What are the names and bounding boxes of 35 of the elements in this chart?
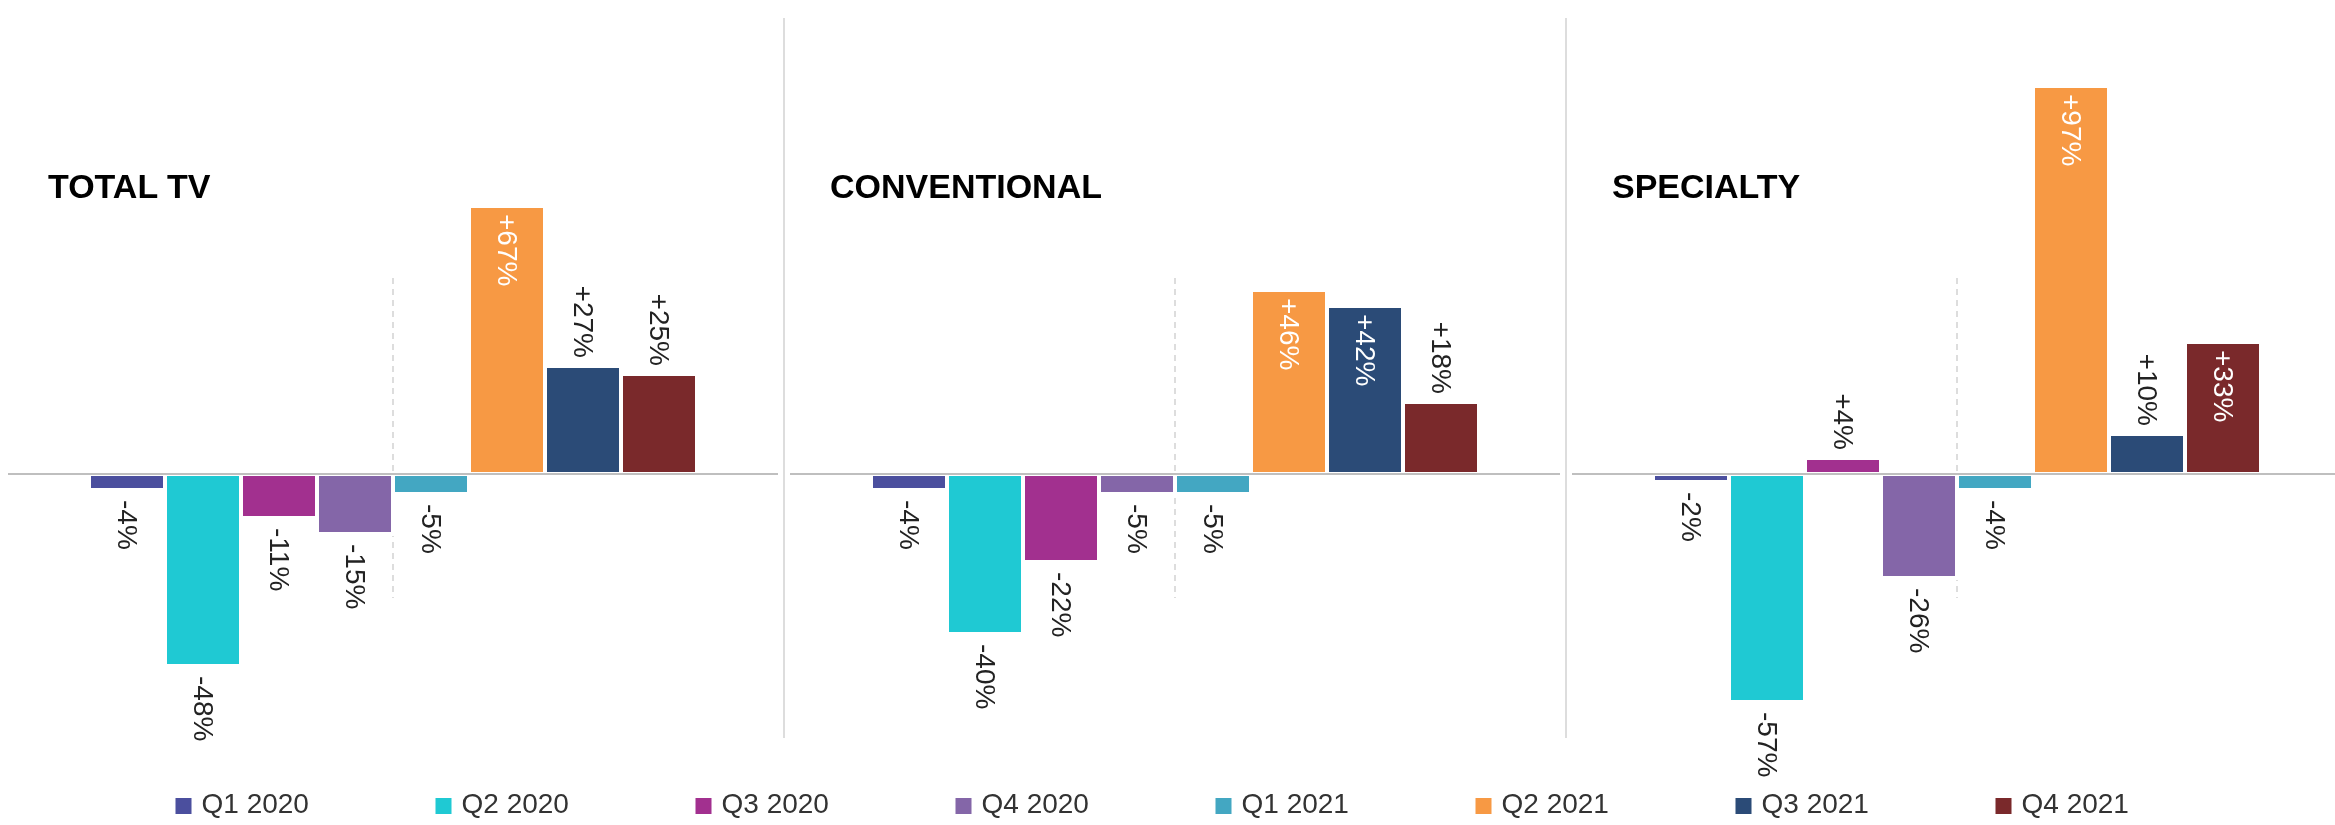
text: SPECIALTY: [1612, 167, 1801, 205]
data-label: -15%: [339, 544, 371, 610]
data-label: +42%: [1349, 314, 1381, 387]
data-label: -4%: [111, 500, 143, 550]
data-label: -26%: [1903, 588, 1935, 654]
chart-title: TOTAL TV: [48, 167, 211, 205]
data-label: +46%: [1273, 298, 1305, 371]
legend-label: Q3 2020: [721, 788, 829, 819]
legend-label: Q4 2020: [981, 788, 1089, 819]
data-label: -5%: [1121, 504, 1153, 554]
legend-label: Q1 2021: [1241, 788, 1349, 819]
data-label: -4%: [1979, 500, 2011, 550]
data-label: -11%: [263, 528, 295, 592]
legend-label: Q2 2020: [461, 788, 569, 819]
data-label: +25%: [643, 293, 675, 366]
data-label: +67%: [491, 214, 523, 287]
data-label: -2%: [1675, 492, 1707, 542]
chart-title: CONVENTIONAL: [830, 167, 1102, 205]
data-label: +18%: [1425, 321, 1457, 394]
data-label: +97%: [2055, 94, 2087, 167]
legend-label: Q1 2020: [201, 788, 309, 819]
legend-label: Q3 2021: [1761, 788, 1869, 819]
data-label: +10%: [2131, 353, 2163, 426]
data-label: +4%: [1827, 393, 1859, 450]
data-label: -5%: [415, 504, 447, 554]
legend-label: Q4 2021: [2021, 788, 2129, 819]
data-label: -57%: [1751, 712, 1783, 778]
data-label: -40%: [969, 644, 1001, 710]
data-label: -5%: [1197, 504, 1229, 554]
data-label: -48%: [187, 676, 219, 742]
data-label: -4%: [893, 500, 925, 550]
data-label: +27%: [567, 285, 599, 358]
data-label: +33%: [2207, 350, 2239, 423]
data-label: -22%: [1045, 572, 1077, 638]
legend-label: Q2 2021: [1501, 788, 1609, 819]
